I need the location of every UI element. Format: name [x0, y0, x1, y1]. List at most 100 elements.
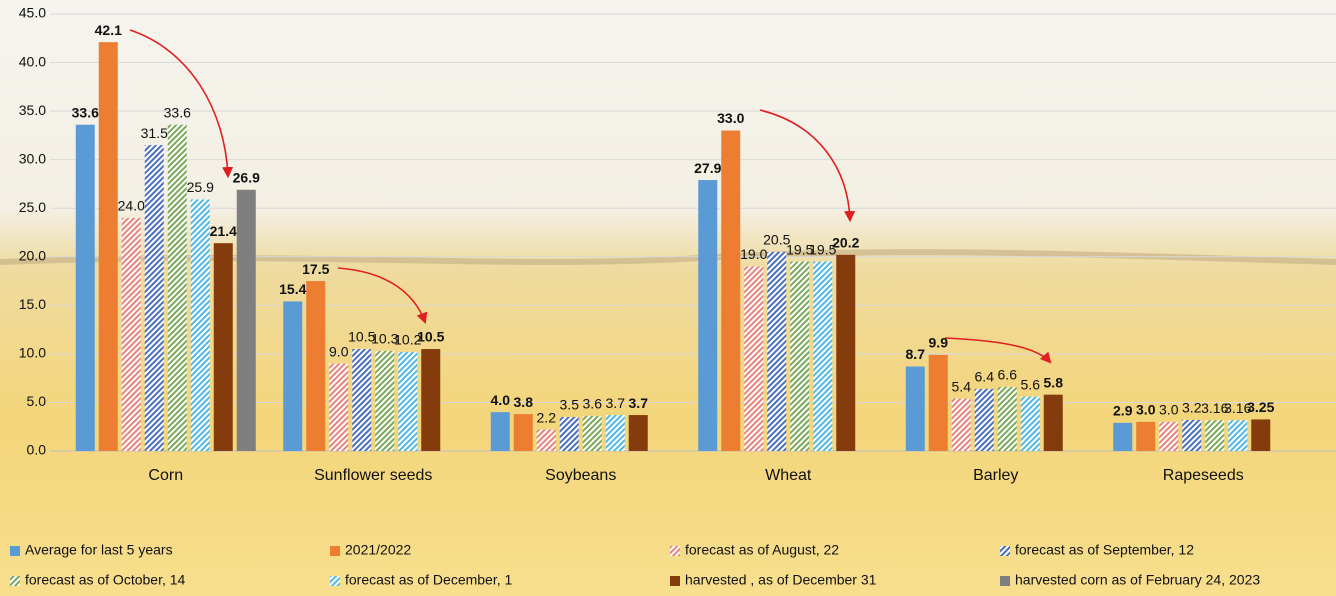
legend-swatch — [1000, 576, 1010, 586]
bar — [629, 415, 648, 451]
bar — [1251, 419, 1270, 451]
value-label: 3.2 — [1182, 400, 1202, 416]
legend-label: 2021/2022 — [345, 542, 411, 558]
chart: 0.05.010.015.020.025.030.035.040.045.0Co… — [0, 0, 1336, 596]
bar — [952, 399, 971, 451]
y-tick-label: 25.0 — [19, 199, 46, 215]
y-tick-label: 40.0 — [19, 53, 46, 69]
legend-label: forecast as of September, 12 — [1015, 542, 1194, 558]
y-tick-label: 5.0 — [27, 393, 47, 409]
value-label: 31.5 — [141, 125, 168, 141]
value-label: 5.4 — [952, 378, 972, 394]
bar — [1159, 422, 1178, 451]
bar — [145, 145, 164, 451]
bar — [306, 281, 325, 451]
bar — [491, 412, 510, 451]
x-tick-label: Rapeseeds — [1163, 467, 1244, 484]
legend-swatch — [10, 576, 20, 586]
value-label: 17.5 — [302, 261, 329, 277]
bar — [514, 414, 533, 451]
value-label: 27.9 — [694, 160, 721, 176]
bar — [698, 180, 717, 451]
value-label: 9.0 — [329, 343, 349, 359]
bar — [76, 125, 95, 451]
value-label: 6.6 — [998, 367, 1018, 383]
x-tick-label: Soybeans — [545, 467, 616, 484]
value-label: 3.5 — [560, 397, 580, 413]
bar — [99, 42, 118, 451]
legend-swatch — [1000, 546, 1010, 556]
bar — [1136, 422, 1155, 451]
legend-label: forecast as of December, 1 — [345, 572, 513, 588]
bar — [191, 199, 210, 451]
bar — [606, 415, 625, 451]
legend-swatch — [330, 546, 340, 556]
value-label: 3.7 — [606, 395, 626, 411]
legend-swatch — [10, 546, 20, 556]
value-label: 2.9 — [1113, 403, 1133, 419]
x-tick-label: Corn — [148, 467, 183, 484]
bar — [975, 389, 994, 451]
value-label: 3.7 — [629, 395, 649, 411]
value-label: 21.4 — [210, 223, 237, 239]
value-label: 19.0 — [740, 246, 767, 262]
bar — [929, 355, 948, 451]
y-tick-label: 45.0 — [19, 5, 46, 21]
bar — [329, 364, 348, 451]
bar — [398, 352, 417, 451]
value-label: 3.0 — [1136, 402, 1156, 418]
legend-swatch — [670, 546, 680, 556]
bar — [1182, 420, 1201, 451]
x-tick-label: Sunflower seeds — [314, 467, 432, 484]
value-label: 10.5 — [417, 329, 444, 345]
value-label: 6.4 — [975, 369, 995, 385]
value-label: 33.6 — [72, 104, 99, 120]
bar — [283, 301, 302, 451]
legend-label: forecast as of October, 14 — [25, 572, 186, 588]
bar — [168, 125, 187, 451]
bar — [813, 262, 832, 451]
value-label: 9.9 — [929, 335, 949, 351]
x-tick-label: Barley — [973, 467, 1018, 484]
y-tick-label: 35.0 — [19, 102, 46, 118]
bar — [721, 131, 740, 451]
legend-swatch — [670, 576, 680, 586]
bar — [790, 262, 809, 451]
legend-label: harvested , as of December 31 — [685, 572, 877, 588]
bar — [421, 349, 440, 451]
value-label: 24.0 — [118, 198, 145, 214]
value-label: 2.2 — [537, 409, 557, 425]
bar — [352, 349, 371, 451]
value-label: 15.4 — [279, 281, 306, 297]
legend-swatch — [330, 576, 340, 586]
bar — [767, 252, 786, 451]
bar — [1228, 420, 1247, 451]
value-label: 8.7 — [906, 346, 926, 362]
value-label: 3.25 — [1247, 399, 1274, 415]
bar — [836, 255, 855, 451]
value-label: 26.9 — [233, 169, 260, 185]
value-label: 5.8 — [1044, 374, 1064, 390]
value-label: 42.1 — [95, 22, 122, 38]
y-tick-label: 10.0 — [19, 345, 46, 361]
value-label: 25.9 — [187, 179, 214, 195]
bar — [1044, 395, 1063, 451]
y-tick-label: 15.0 — [19, 296, 46, 312]
value-label: 20.2 — [832, 235, 859, 251]
value-label: 3.0 — [1159, 402, 1179, 418]
value-label: 33.6 — [164, 104, 191, 120]
legend-label: forecast as of August, 22 — [685, 542, 839, 558]
value-label: 3.8 — [514, 394, 534, 410]
value-label: 33.0 — [717, 110, 744, 126]
bar — [375, 351, 394, 451]
bar — [1113, 423, 1132, 451]
bar — [998, 387, 1017, 451]
y-tick-label: 0.0 — [27, 442, 47, 458]
bar — [560, 417, 579, 451]
bar — [1021, 397, 1040, 451]
legend-label: harvested corn as of February 24, 2023 — [1015, 572, 1260, 588]
y-tick-label: 30.0 — [19, 150, 46, 166]
value-label: 3.6 — [583, 396, 603, 412]
legend-label: Average for last 5 years — [25, 542, 173, 558]
bar — [744, 266, 763, 451]
